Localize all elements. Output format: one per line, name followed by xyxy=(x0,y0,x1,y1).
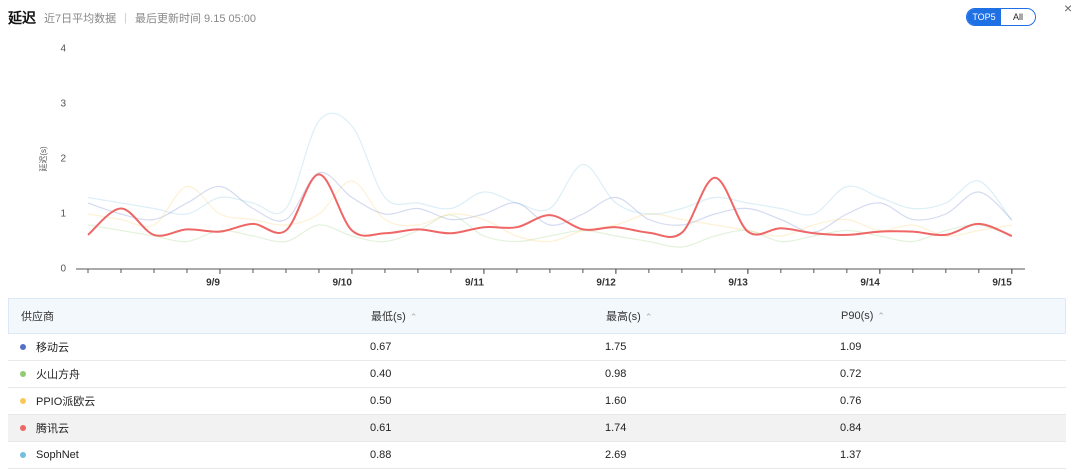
x-tick-label: 9/11 xyxy=(465,278,484,289)
series-line xyxy=(87,180,1012,243)
column-title: 最低(s) xyxy=(371,311,406,323)
table-cell: 0.67 xyxy=(370,341,392,353)
y-axis-label: 延迟(s) xyxy=(38,146,48,172)
provider-name: 移动云 xyxy=(36,342,69,354)
y-tick-label: 4 xyxy=(60,44,66,55)
table-cell: 0.72 xyxy=(840,368,862,380)
toggle[interactable]: TOP5 All xyxy=(966,8,1036,26)
close-button[interactable]: × xyxy=(1064,0,1073,16)
page: 延迟 近7日平均数据 | 最后更新时间 9.15 05:00 TOP5 All ×… xyxy=(8,0,1073,469)
toggle-option[interactable]: All xyxy=(1001,9,1035,25)
column-header[interactable]: 最低(s) ⌃ xyxy=(371,308,606,324)
x-tick-label: 9/13 xyxy=(728,278,748,289)
table-row[interactable]: SophNet 0.88 2.69 1.37 xyxy=(8,442,1066,469)
provider-cell: 火山方舟 xyxy=(8,366,370,382)
y-tick-label: 2 xyxy=(60,154,66,165)
provider-cell: 移动云 xyxy=(8,339,370,355)
series-line xyxy=(87,214,1012,248)
sort-icon[interactable]: ⌃ xyxy=(409,312,418,322)
chart: 延迟(s) 0 1 2 3 4 9/9 9/10 9/11 9/12 9/13 9/14 9/15 xyxy=(38,44,1025,289)
table-row[interactable]: 火山方舟 0.40 0.98 0.72 xyxy=(8,361,1066,388)
provider-cell: PPIO派欧云 xyxy=(8,393,370,409)
table-cell: 1.60 xyxy=(605,395,627,407)
header: 延迟 近7日平均数据 | 最后更新时间 9.15 05:00 xyxy=(8,8,256,28)
table-row[interactable]: 移动云 0.67 1.75 1.09 xyxy=(8,334,1066,361)
table: 供应商 最低(s) ⌃ 最高(s) ⌃ P90(s) ⌃ 移动云 0.67 1.75 1.09 火山方… xyxy=(8,298,1066,469)
legend-dot xyxy=(20,344,26,350)
table-cell: 0.61 xyxy=(370,422,392,434)
column-title: P90(s) xyxy=(841,310,874,322)
table-cell: 1.74 xyxy=(605,422,627,434)
y-tick-label: 0 xyxy=(60,264,66,275)
table-cell: 2.69 xyxy=(605,449,627,461)
column-title: 最高(s) xyxy=(606,311,641,323)
subtitle: 近7日平均数据 xyxy=(44,13,117,25)
table-cell: 0.88 xyxy=(370,449,392,461)
provider-cell: SophNet xyxy=(8,449,370,461)
updated-time: 最后更新时间 9.15 05:00 xyxy=(134,13,257,25)
series-line xyxy=(87,171,1013,233)
table-cell: 0.40 xyxy=(370,368,392,380)
column-header[interactable]: 最高(s) ⌃ xyxy=(606,308,841,324)
provider-cell: 腾讯云 xyxy=(8,420,370,436)
x-tick-label: 9/14 xyxy=(860,278,880,289)
provider-name: PPIO派欧云 xyxy=(36,396,96,408)
legend-dot xyxy=(20,398,26,404)
table-row[interactable]: 腾讯云 0.61 1.74 0.84 xyxy=(8,415,1066,442)
provider-name: 腾讯云 xyxy=(36,423,69,435)
provider-name: 火山方舟 xyxy=(36,369,80,381)
x-tick-label: 9/15 xyxy=(992,278,1012,289)
x-tick-label: 9/12 xyxy=(596,278,616,289)
table-cell: 0.84 xyxy=(840,422,862,434)
table-cell: 1.37 xyxy=(840,449,862,461)
table-row[interactable]: PPIO派欧云 0.50 1.60 0.76 xyxy=(8,388,1066,415)
table-cell: 0.50 xyxy=(370,395,392,407)
column-header[interactable]: P90(s) ⌃ xyxy=(841,310,1065,322)
legend-dot xyxy=(20,371,26,377)
table-cell: 0.98 xyxy=(605,368,627,380)
column-title: 供应商 xyxy=(21,311,54,323)
toggle-option[interactable]: TOP5 xyxy=(967,9,1001,25)
sort-icon[interactable]: ⌃ xyxy=(877,311,885,321)
series-line xyxy=(87,112,1013,221)
column-header: 供应商 xyxy=(9,308,371,324)
legend-dot xyxy=(20,452,26,458)
x-tick-label: 9/9 xyxy=(206,278,220,289)
table-cell: 1.09 xyxy=(840,341,862,353)
separator: | xyxy=(124,12,127,24)
sort-icon[interactable]: ⌃ xyxy=(644,312,653,322)
legend-dot xyxy=(20,425,26,431)
y-tick-label: 1 xyxy=(60,209,66,220)
table-cell: 1.75 xyxy=(605,341,627,353)
table-header: 供应商 最低(s) ⌃ 最高(s) ⌃ P90(s) ⌃ xyxy=(8,298,1066,334)
x-tick-label: 9/10 xyxy=(332,278,352,289)
provider-name: SophNet xyxy=(36,449,79,461)
y-tick-label: 3 xyxy=(60,99,66,110)
table-cell: 0.76 xyxy=(840,395,862,407)
title: 延迟 xyxy=(8,10,36,26)
series-line xyxy=(87,173,1013,238)
